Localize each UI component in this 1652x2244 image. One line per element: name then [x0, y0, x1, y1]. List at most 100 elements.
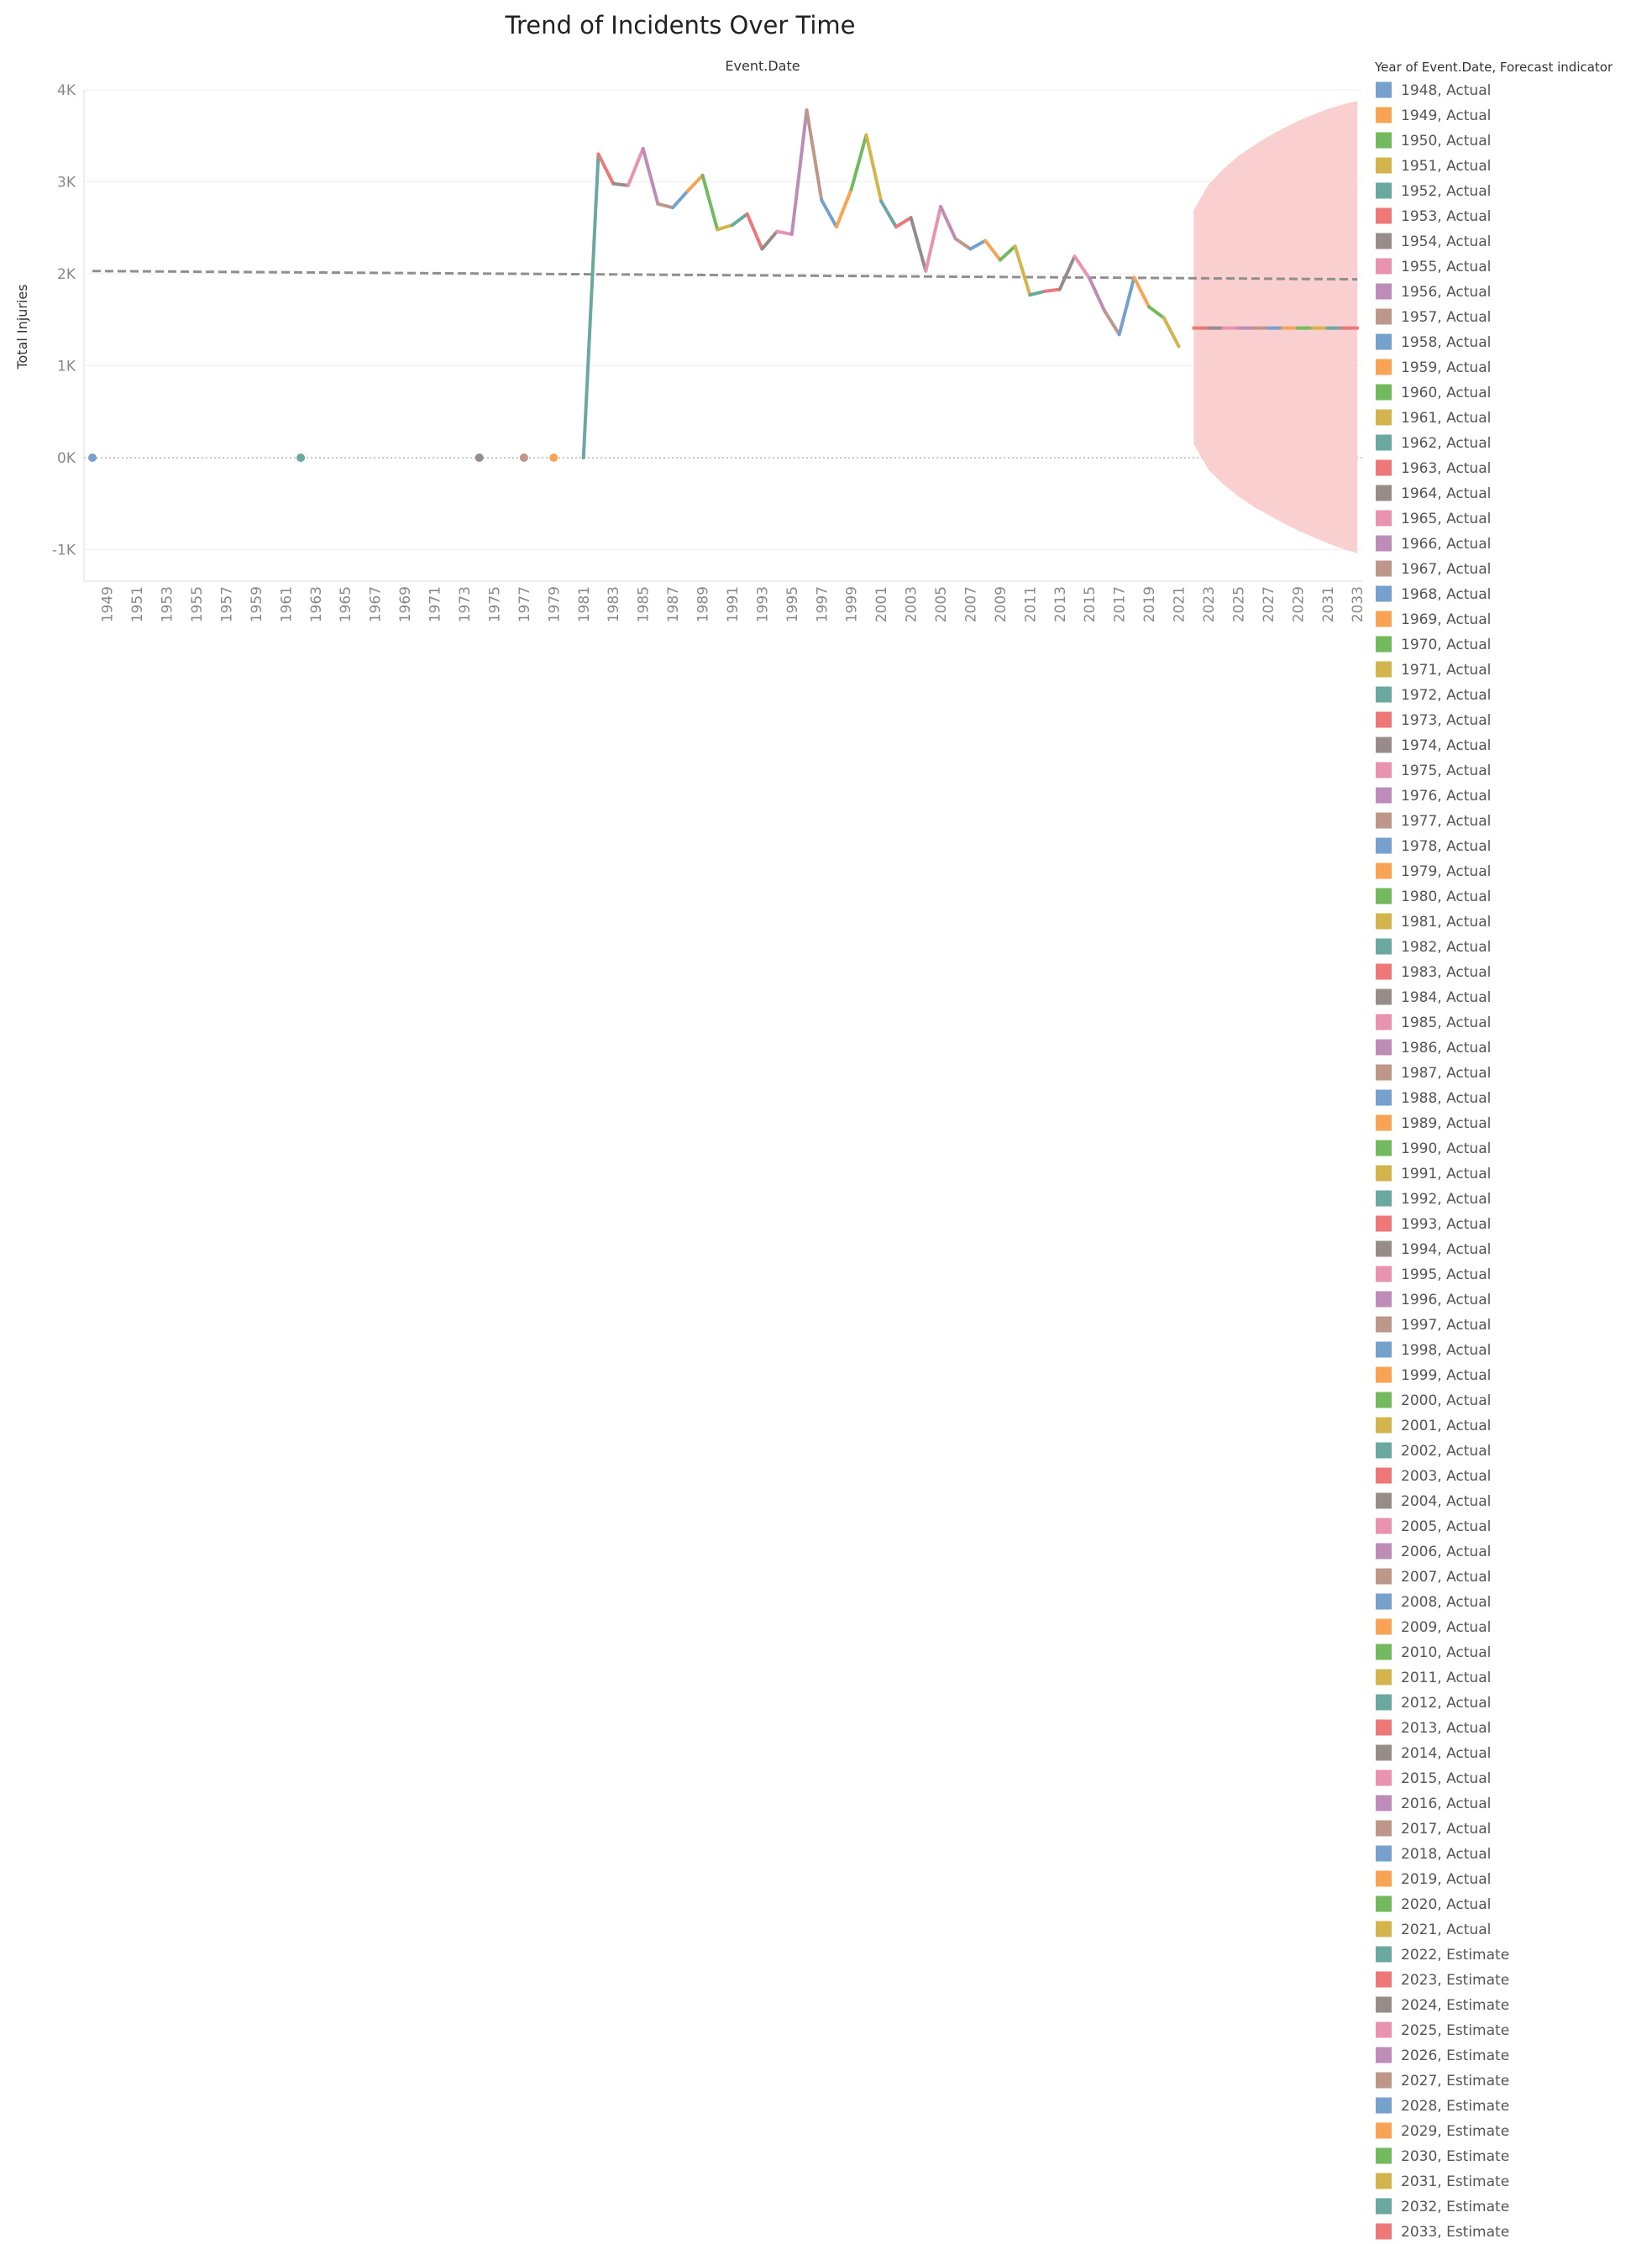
legend-swatch — [1376, 1996, 1392, 2013]
legend-swatch — [1376, 510, 1392, 527]
legend-label: 1995, Actual — [1401, 1266, 1491, 1283]
legend-label: 1966, Actual — [1401, 536, 1491, 553]
legend-label: 1971, Actual — [1401, 662, 1491, 679]
legend-swatch — [1376, 1568, 1392, 1585]
series-segment-2020 — [1147, 305, 1166, 320]
legend-swatch — [1376, 1240, 1392, 1257]
legend-label: 1978, Actual — [1401, 838, 1491, 855]
y-axis-label: Total Injuries — [14, 284, 30, 370]
y-axis-ticks: 4K 3K 2K 1K 0K -1K — [52, 82, 76, 559]
legend-label: 1954, Actual — [1401, 233, 1491, 250]
legend-swatch — [1376, 1316, 1392, 1333]
legend-swatch — [1376, 333, 1392, 350]
legend-label: 1992, Actual — [1401, 1191, 1491, 1208]
legend-swatch — [1376, 1165, 1392, 1182]
series-segment-2016 — [1088, 276, 1106, 312]
legend-swatch — [1376, 1845, 1392, 1862]
series-segment-2021 — [1162, 316, 1181, 349]
x-axis-ticks: 1949 1951 1953 1955 1957 1959 1961 1963 1965 1967… — [100, 586, 1366, 622]
y-tick-label: 3K — [57, 175, 76, 191]
legend-label: 2021, Actual — [1401, 1922, 1491, 1938]
legend-label: 1962, Actual — [1401, 435, 1491, 452]
legend-label: 2019, Actual — [1401, 1871, 1491, 1888]
legend-label: 1997, Actual — [1401, 1317, 1491, 1334]
legend-swatch — [1376, 485, 1392, 501]
legend: 1948, Actual 1949, Actual 1950, Actual 1951… — [1376, 81, 1509, 2241]
legend-swatch — [1376, 837, 1392, 854]
legend-swatch — [1376, 1064, 1392, 1081]
x-tick-label: 1957 — [218, 586, 235, 622]
x-tick-label: 2021 — [1172, 586, 1188, 622]
series-segment-2007 — [953, 237, 973, 251]
legend-swatch — [1376, 434, 1392, 451]
data-point-1962 — [296, 454, 306, 462]
legend-swatch — [1376, 207, 1392, 224]
legend-swatch — [1376, 585, 1392, 602]
legend-swatch — [1376, 535, 1392, 552]
series-segment-2019 — [1132, 275, 1151, 309]
x-tick-label: 1949 — [100, 586, 117, 622]
legend-label: 2008, Actual — [1401, 1594, 1491, 1611]
series-lines — [581, 108, 1360, 459]
legend-label: 2016, Actual — [1401, 1796, 1491, 1812]
series-segment-1983 — [596, 152, 616, 186]
x-tick-label: 1959 — [249, 586, 265, 622]
legend-label: 2029, Estimate — [1401, 2123, 1509, 2140]
legend-swatch — [1376, 2072, 1392, 2089]
x-tick-label: 1977 — [517, 586, 533, 622]
series-segment-2017 — [1102, 308, 1121, 337]
legend-swatch — [1376, 132, 1392, 149]
x-tick-label: 1995 — [784, 586, 801, 622]
legend-swatch — [1376, 913, 1392, 930]
legend-swatch — [1376, 2097, 1392, 2114]
legend-label: 1976, Actual — [1401, 788, 1491, 805]
legend-label: 1975, Actual — [1401, 763, 1491, 779]
legend-swatch — [1376, 611, 1392, 627]
legend-label: 1953, Actual — [1401, 208, 1491, 225]
legend-swatch — [1376, 233, 1392, 249]
legend-label: 2028, Estimate — [1401, 2098, 1509, 2115]
y-tick-label: 2K — [57, 266, 76, 283]
legend-label: 1951, Actual — [1401, 158, 1491, 175]
series-segment-2015 — [1072, 254, 1092, 280]
x-tick-label: 2029 — [1290, 586, 1307, 622]
legend-swatch — [1376, 1341, 1392, 1358]
legend-label: 2020, Actual — [1401, 1896, 1491, 1913]
legend-swatch — [1376, 1492, 1392, 1509]
trend-line — [92, 270, 1358, 281]
legend-label: 1956, Actual — [1401, 284, 1491, 301]
x-tick-label: 2025 — [1230, 586, 1247, 622]
series-segment-1988 — [671, 189, 690, 210]
x-tick-label: 1961 — [278, 586, 295, 622]
legend-label: 2006, Actual — [1401, 1544, 1491, 1560]
legend-swatch — [1376, 1467, 1392, 1484]
x-tick-label: 2033 — [1350, 586, 1366, 622]
legend-swatch — [1376, 2047, 1392, 2063]
legend-swatch — [1376, 636, 1392, 653]
series-segment-2005 — [924, 205, 943, 273]
y-tick-label: 4K — [57, 82, 76, 99]
series-segment-2018 — [1117, 275, 1136, 337]
data-point-1977 — [519, 454, 528, 462]
series-segment-1990 — [700, 173, 720, 232]
series-segment-2012 — [1028, 289, 1047, 297]
legend-label: 1957, Actual — [1401, 309, 1491, 326]
x-tick-label: 1975 — [486, 586, 503, 622]
legend-swatch — [1376, 862, 1392, 879]
legend-swatch — [1376, 711, 1392, 728]
legend-label: 2002, Actual — [1401, 1443, 1491, 1460]
x-tick-label: 2017 — [1112, 586, 1129, 622]
data-point-1948 — [88, 454, 97, 462]
data-point-1974 — [475, 454, 484, 462]
legend-label: 2010, Actual — [1401, 1644, 1491, 1661]
legend-swatch — [1376, 459, 1392, 476]
legend-label: 2011, Actual — [1401, 1670, 1491, 1686]
legend-label: 1973, Actual — [1401, 712, 1491, 729]
legend-label: 1994, Actual — [1401, 1241, 1491, 1258]
legend-label: 2013, Actual — [1401, 1720, 1491, 1737]
x-tick-label: 1993 — [754, 586, 771, 622]
x-tick-label: 1973 — [457, 586, 474, 622]
legend-label: 1974, Actual — [1401, 737, 1491, 754]
legend-label: 1987, Actual — [1401, 1065, 1491, 1082]
legend-swatch — [1376, 1870, 1392, 1887]
